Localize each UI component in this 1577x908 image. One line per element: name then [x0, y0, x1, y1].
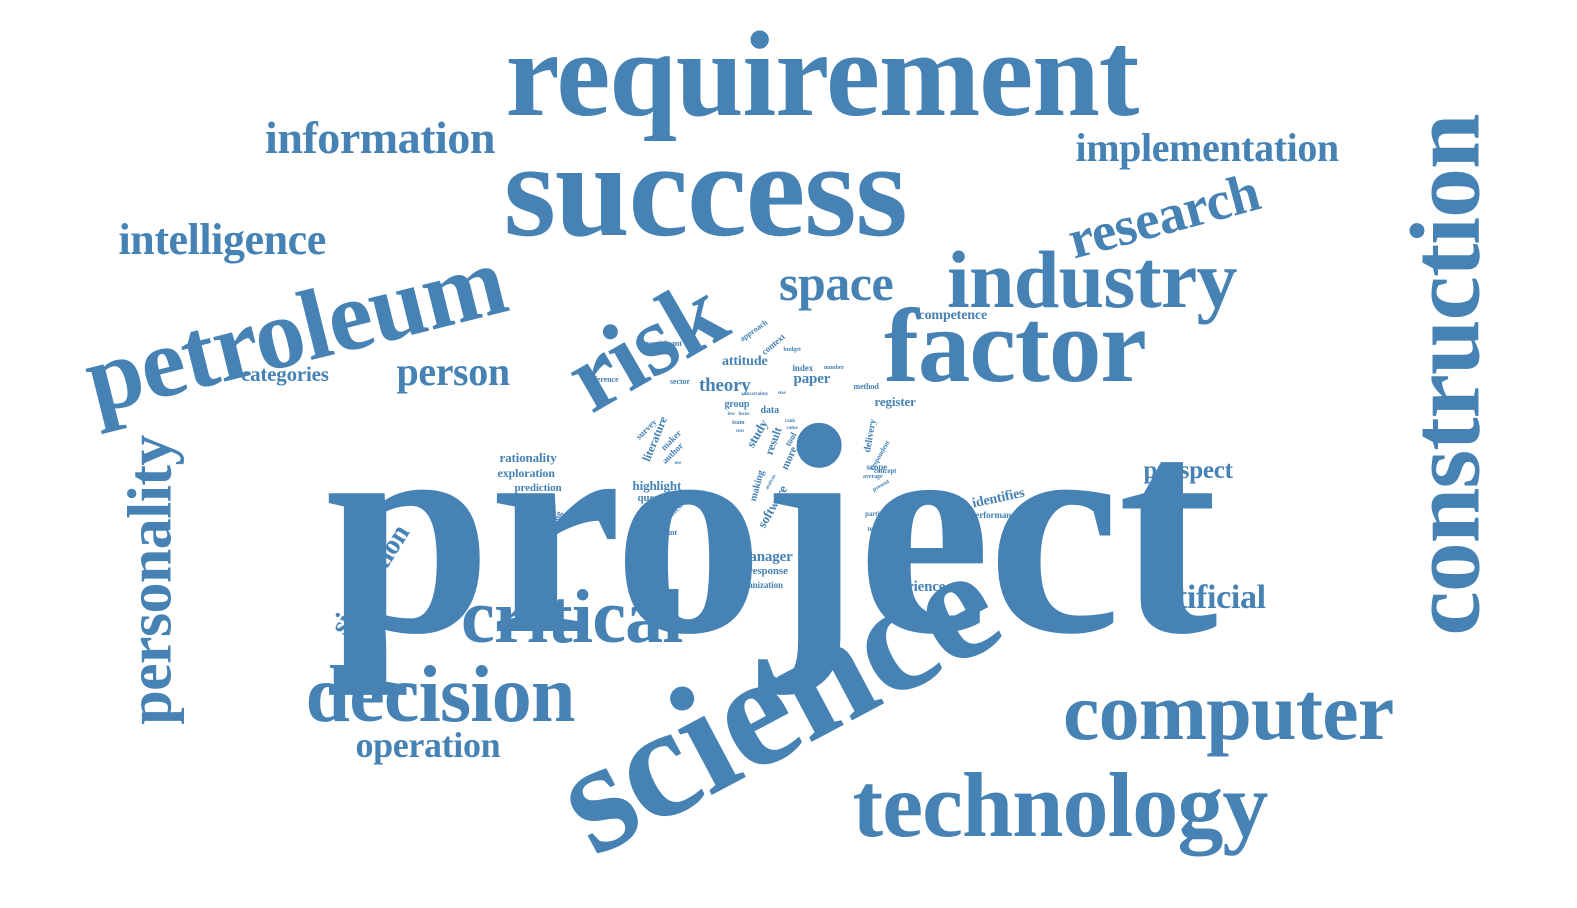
- word-technique: technique: [867, 524, 897, 533]
- word-factor: factor: [884, 286, 1147, 404]
- word-rationality: rationality: [499, 449, 557, 465]
- word-focus: focus: [738, 411, 750, 417]
- word-response: response: [748, 564, 788, 577]
- word-method: method: [853, 382, 879, 391]
- word-reference: reference: [587, 375, 619, 384]
- word-artificial: artificial: [1144, 579, 1267, 616]
- word-computer: computer: [1063, 666, 1394, 757]
- word-register: register: [874, 393, 916, 409]
- word-sector: sector: [670, 377, 690, 386]
- word-index: index: [792, 362, 814, 373]
- word-implementation: implementation: [1075, 125, 1340, 170]
- word-uncertainty: uncertainty: [744, 391, 769, 397]
- word-critical: critical: [461, 575, 684, 659]
- word-project: project: [325, 364, 1218, 696]
- word-rank: rank: [785, 418, 796, 424]
- word-industry: industry: [947, 234, 1237, 325]
- word-categories: categories: [241, 361, 329, 386]
- word-prospect: prospect: [1143, 456, 1233, 484]
- word-operation: operation: [355, 725, 501, 765]
- word-participant: participant: [644, 339, 682, 348]
- word-theory: theory: [699, 374, 751, 396]
- word-person: person: [396, 349, 511, 394]
- word-paper: paper: [793, 370, 831, 387]
- word-information: information: [265, 112, 496, 163]
- word-competence: competence: [918, 308, 988, 323]
- word-personality: personality: [116, 435, 185, 725]
- word-text: text: [736, 428, 744, 434]
- word-construction: construction: [1389, 114, 1501, 636]
- word-use: use: [674, 460, 682, 466]
- word-question: question: [637, 491, 677, 504]
- word-value: value: [786, 425, 798, 431]
- word-experience: experience: [878, 578, 946, 595]
- word-requirement: requirement: [505, 7, 1140, 142]
- word-performance: performance: [970, 509, 1020, 520]
- word-average: average: [863, 474, 883, 480]
- word-scope: scope: [866, 461, 888, 472]
- word-data: data: [760, 405, 780, 416]
- word-exploration: exploration: [497, 466, 555, 480]
- word-prediction: prediction: [514, 481, 562, 494]
- word-highlight: highlight: [632, 477, 682, 493]
- word-number: number: [824, 365, 844, 371]
- word-concept: concept: [874, 466, 897, 475]
- word-important: important: [643, 528, 677, 537]
- word-attitude: attitude: [722, 354, 768, 369]
- word-intelligence: intelligence: [118, 215, 327, 264]
- word-group: group: [724, 399, 750, 410]
- word-technology: technology: [852, 754, 1269, 856]
- word-few: few: [727, 411, 735, 417]
- word-organization: organization: [735, 579, 784, 590]
- word-success: success: [503, 115, 908, 265]
- word-manager: manager: [737, 548, 793, 565]
- word-space: space: [779, 255, 894, 311]
- word-decision: decision: [305, 651, 576, 739]
- word-approach: approach: [737, 317, 770, 344]
- word-particular: particular: [865, 509, 895, 518]
- word-budget: budget: [783, 347, 801, 353]
- word-size: size: [778, 390, 786, 396]
- word-team: team: [732, 420, 745, 426]
